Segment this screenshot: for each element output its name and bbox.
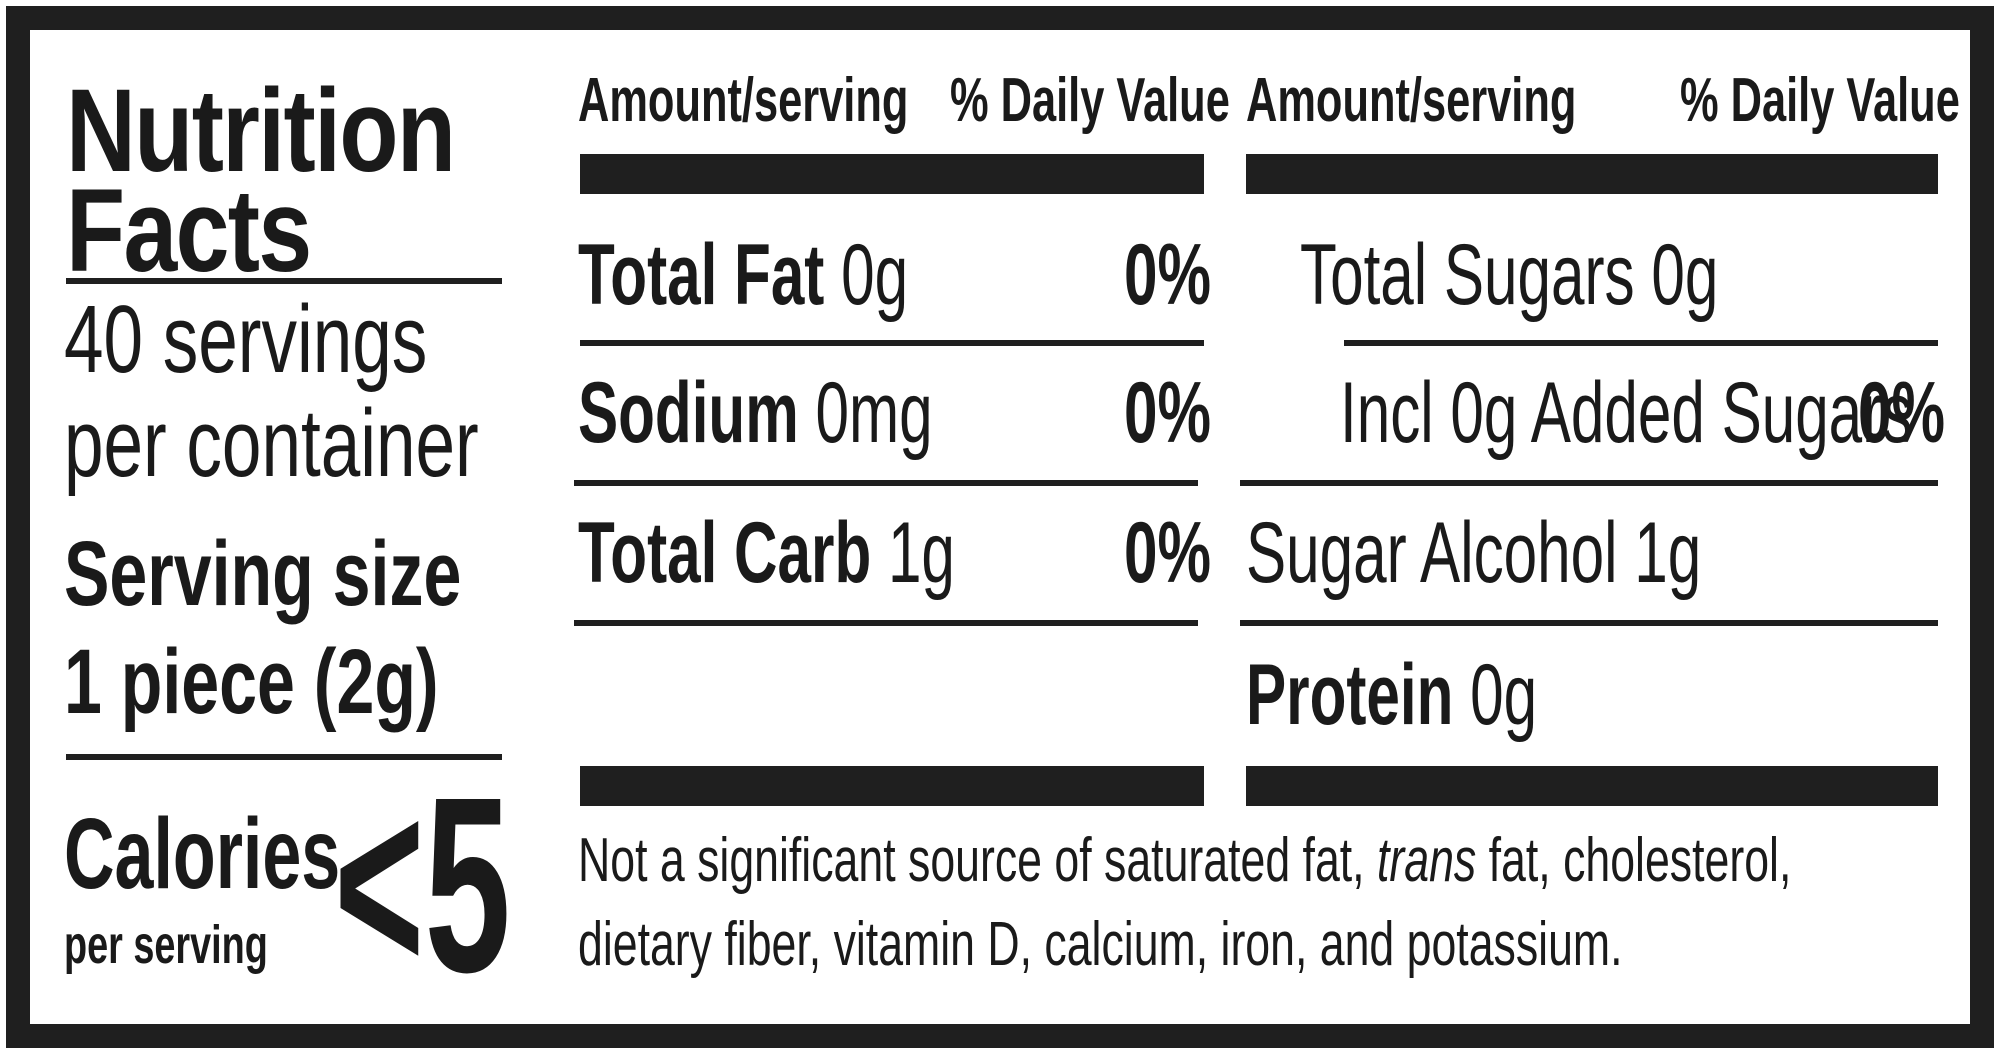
row-divider xyxy=(574,480,1198,486)
row-divider xyxy=(1240,620,1938,626)
nutrient-amount: 0g xyxy=(1470,647,1538,743)
title-nutrition: Nutrition xyxy=(66,65,456,197)
nutrient-name: Sodium xyxy=(578,365,799,461)
nutrient-amount: 0g xyxy=(841,227,909,323)
right-header-amount: Amount/serving xyxy=(1246,66,1577,135)
footnote-line2: dietary fiber, vitamin D, calcium, iron,… xyxy=(578,910,1623,979)
row-total-sugars: Total Sugars 0g xyxy=(1300,227,1719,323)
nutrient-amount: 0mg xyxy=(815,365,933,461)
servings-per-container-line1: 40 servings xyxy=(64,286,428,393)
left-header-daily-value: % Daily Value xyxy=(950,66,1230,135)
nutrient-name: Protein xyxy=(1246,647,1454,743)
serving-size-value: 1 piece (2g) xyxy=(64,631,439,733)
serving-size-label: Serving size xyxy=(64,523,462,625)
nutrient-name: Total Carb xyxy=(578,505,872,601)
row-total-carb: Total Carb 1g xyxy=(578,510,955,596)
footnote-text: fat, cholesterol, xyxy=(1476,826,1792,895)
title-facts: Facts xyxy=(66,165,312,297)
left-header-bar xyxy=(580,154,1204,194)
title-divider xyxy=(66,278,502,284)
footnote-text: Not a significant source of saturated fa… xyxy=(578,826,1377,895)
servings-per-container-line2: per container xyxy=(64,390,479,497)
nutrient-amount: 1g xyxy=(887,505,955,601)
dv-total-fat: 0% xyxy=(1124,227,1212,323)
right-footer-bar xyxy=(1246,766,1938,806)
row-sodium: Sodium 0mg xyxy=(578,370,933,456)
left-footer-bar xyxy=(580,766,1204,806)
row-divider-indented xyxy=(1344,340,1938,346)
row-divider xyxy=(580,340,1204,346)
row-divider xyxy=(1240,480,1938,486)
calories-label: Calories xyxy=(64,798,341,910)
footnote-line1: Not a significant source of saturated fa… xyxy=(578,830,1791,892)
calories-value: <5 xyxy=(334,745,511,1024)
calories-per-serving: per serving xyxy=(64,915,268,975)
dv-sodium: 0% xyxy=(1124,365,1212,461)
dv-added-sugars: 0% xyxy=(1858,365,1946,461)
row-added-sugars: Incl 0g Added Sugars xyxy=(1340,365,1913,461)
row-total-fat: Total Fat 0g xyxy=(578,232,908,318)
right-header-bar xyxy=(1246,154,1938,194)
left-header-amount: Amount/serving xyxy=(578,66,909,135)
serving-divider xyxy=(66,754,502,760)
row-protein: Protein 0g xyxy=(1246,652,1537,738)
right-header-daily-value: % Daily Value xyxy=(1680,66,1960,135)
row-divider xyxy=(574,620,1198,626)
nutrient-name: Total Fat xyxy=(578,227,825,323)
dv-total-carb: 0% xyxy=(1124,505,1212,601)
row-sugar-alcohol: Sugar Alcohol 1g xyxy=(1246,505,1702,601)
footnote-italic: trans xyxy=(1376,826,1477,895)
